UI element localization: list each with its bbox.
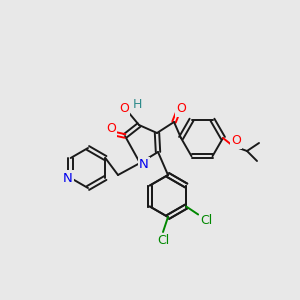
Text: O: O [106, 122, 116, 136]
Text: H: H [132, 98, 142, 110]
Text: O: O [231, 134, 241, 148]
Text: N: N [63, 172, 73, 184]
Text: Cl: Cl [200, 214, 212, 227]
Text: N: N [139, 158, 149, 172]
Text: O: O [119, 101, 129, 115]
Text: O: O [176, 103, 186, 116]
Text: Cl: Cl [157, 235, 169, 248]
